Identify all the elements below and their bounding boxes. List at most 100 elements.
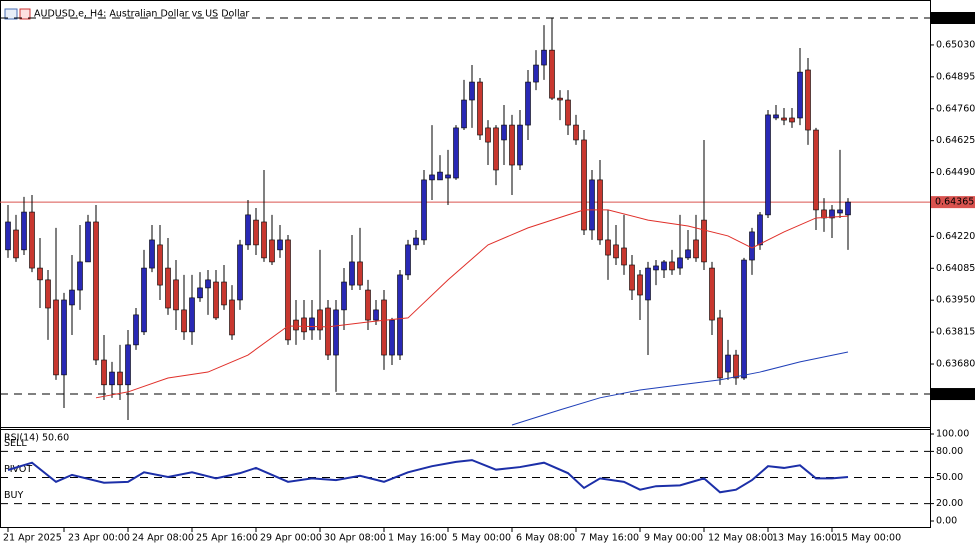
y-tick-label: 0.64220 [936, 231, 975, 242]
x-tick-label: 5 May 00:00 [452, 533, 511, 544]
y-tick-label: 0.64895 [936, 71, 975, 82]
candle-body [717, 317, 723, 379]
candle-body [205, 279, 211, 289]
icon [19, 8, 31, 20]
y-tick-label: 0.64625 [936, 135, 975, 146]
candle-body [85, 221, 91, 263]
candle-body [661, 261, 667, 271]
candle-body [461, 99, 467, 129]
candle-body [429, 174, 435, 181]
candle-body [485, 127, 491, 143]
y-tick-label: 0.00 [936, 516, 957, 527]
candle-body [701, 219, 707, 263]
candle-body [29, 211, 35, 269]
candle-body [757, 214, 763, 246]
candle-body [365, 289, 371, 321]
candle-body [541, 49, 547, 66]
candle-body [309, 317, 315, 331]
candle-body [253, 219, 259, 246]
candle-body [285, 239, 291, 341]
candle-body [549, 49, 555, 99]
candle-body [301, 317, 307, 333]
candle-body [653, 265, 659, 271]
candle-body [245, 214, 251, 246]
candle-body [477, 81, 483, 136]
x-tick-label: 24 Apr 08:00 [132, 533, 194, 544]
candle-body [789, 117, 795, 123]
candle-body [181, 309, 187, 333]
candle-body [197, 287, 203, 299]
indicator-label: RSI(14) 50.60 [4, 433, 69, 444]
price-label-box [931, 196, 975, 209]
candle-body [277, 239, 283, 251]
level-label: SELL [4, 438, 27, 449]
y-tick-label: 0.63950 [936, 295, 975, 306]
y-tick-label: 0.65030 [936, 39, 975, 50]
candle-body [509, 124, 515, 166]
candle-body [645, 267, 651, 301]
candle-body [733, 354, 739, 379]
candle-body [389, 319, 395, 356]
candle-body [397, 274, 403, 356]
frame [0, 0, 931, 528]
x-tick-label: 30 Apr 08:00 [324, 533, 386, 544]
x-tick-label: 9 May 00:00 [644, 533, 703, 544]
y-tick-label: 0.64760 [936, 103, 975, 114]
candle-body [805, 69, 811, 131]
moving-average [511, 351, 849, 426]
candle-body [829, 209, 835, 219]
moving-average [95, 209, 849, 399]
x-tick-label: 25 Apr 16:00 [196, 533, 258, 544]
candle-body [69, 289, 75, 306]
x-tick-label: 23 Apr 00:00 [68, 533, 130, 544]
price-label-box [931, 11, 975, 24]
candle-body [781, 117, 787, 121]
candle-body [173, 279, 179, 311]
level-label: PIVOT [4, 464, 32, 475]
candle-body [469, 81, 475, 101]
candle-body [157, 244, 163, 286]
y-tick-label: 50.00 [936, 472, 963, 483]
y-tick-label: 80.00 [936, 446, 963, 457]
candle-body [21, 211, 27, 251]
price-label: 0.64365 [935, 197, 974, 208]
candle-body [421, 179, 427, 241]
icon [4, 8, 18, 20]
candle-body [13, 229, 19, 259]
candle-body [589, 179, 595, 231]
y-tick-label: 0.63815 [936, 327, 975, 338]
candle-body [565, 99, 571, 126]
candle-body [749, 231, 755, 261]
x-tick-label: 21 Apr 2025 [3, 533, 62, 544]
x-tick-label: 7 May 16:00 [580, 533, 639, 544]
candle-body [557, 97, 563, 101]
y-tick-label: 20.00 [936, 498, 963, 509]
candle-body [517, 124, 523, 166]
price-label: 0.63553 [935, 389, 974, 400]
candle-body [845, 201, 851, 216]
candle-body [317, 309, 323, 331]
candle-body [117, 371, 123, 386]
indicator-line [7, 459, 849, 494]
candle-body [605, 239, 611, 256]
x-tick-label: 15 May 00:00 [836, 533, 901, 544]
candle-body [677, 257, 683, 269]
candle-body [741, 259, 747, 379]
candle-body [525, 81, 531, 126]
candle-body [533, 64, 539, 83]
toolbar-icons [4, 8, 31, 20]
candle-body [573, 124, 579, 141]
candle-body [221, 281, 227, 306]
candle-body [341, 281, 347, 311]
candle-body [109, 371, 115, 386]
y-tick-label: 0.63680 [936, 359, 975, 370]
candle-body [709, 267, 715, 321]
candle-body [813, 129, 819, 211]
candle-body [141, 267, 147, 333]
candle-body [45, 279, 51, 309]
candle-body [637, 274, 643, 296]
candle-body [621, 247, 627, 266]
x-tick-label: 1 May 16:00 [388, 533, 447, 544]
candle-body [77, 261, 83, 291]
